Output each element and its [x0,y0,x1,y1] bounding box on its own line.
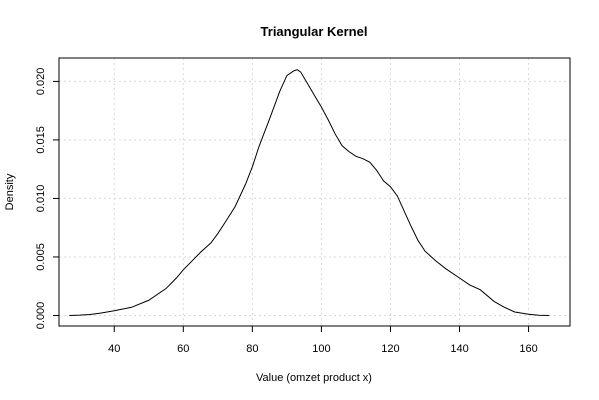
y-tick-label-4: 0.020 [35,68,47,96]
x-axis: 40 60 80 100 120 140 160 [108,325,538,355]
grid [59,58,570,326]
x-axis-label: Value (omzet product x) [256,372,372,384]
x-tick-label-3: 100 [312,343,330,355]
y-tick-label-1: 0.005 [35,243,47,271]
y-axis: 0.000 0.005 0.010 0.015 0.020 [35,68,60,330]
density-curve [69,69,550,316]
x-tick-label-1: 60 [177,343,189,355]
x-tick-label-5: 140 [450,343,468,355]
plot-frame [58,57,571,327]
x-tick-label-6: 160 [519,343,537,355]
y-tick-label-2: 0.010 [35,185,47,213]
y-tick-label-0: 0.000 [35,302,47,330]
x-tick-label-4: 120 [381,343,399,355]
y-tick-label-3: 0.015 [35,126,47,154]
x-tick-label-2: 80 [246,343,258,355]
chart-title: Triangular Kernel [261,24,368,39]
y-axis-label: Density [4,173,16,210]
x-tick-label-0: 40 [108,343,120,355]
